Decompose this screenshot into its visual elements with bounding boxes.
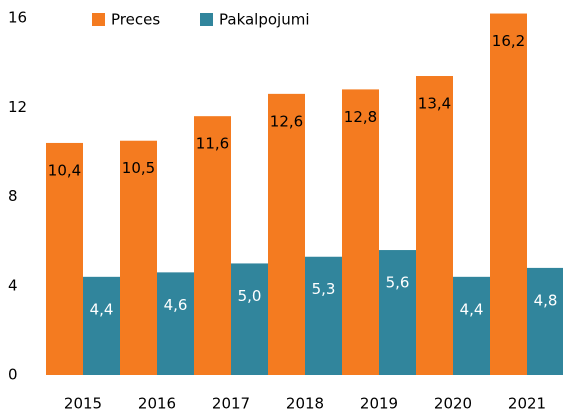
bar — [157, 272, 194, 375]
data-label: 10,5 — [122, 159, 155, 177]
x-tick-label: 2016 — [138, 395, 176, 413]
legend-label: Pakalpojumi — [219, 11, 310, 29]
y-tick-label: 0 — [8, 366, 18, 384]
data-label: 4,6 — [164, 296, 188, 314]
legend-label: Preces — [111, 11, 160, 29]
y-tick-label: 16 — [8, 9, 27, 27]
bar — [120, 140, 157, 375]
data-label: 5,6 — [386, 274, 410, 292]
data-label: 13,4 — [418, 95, 451, 113]
bar — [342, 89, 379, 376]
bar — [231, 263, 268, 375]
data-label: 10,4 — [48, 161, 81, 179]
legend-swatch — [200, 13, 213, 26]
y-tick-label: 4 — [8, 276, 18, 294]
x-tick-label: 2017 — [212, 395, 250, 413]
data-label: 12,6 — [270, 112, 303, 130]
bar — [46, 142, 83, 375]
bar — [527, 267, 563, 375]
bar — [453, 276, 490, 375]
bar — [305, 256, 342, 375]
x-tick-label: 2019 — [360, 395, 398, 413]
x-tick-label: 2020 — [434, 395, 472, 413]
x-tick-label: 2018 — [286, 395, 324, 413]
bar — [194, 116, 231, 376]
x-tick-label: 2021 — [508, 395, 546, 413]
data-label: 12,8 — [344, 108, 377, 126]
legend-swatch — [92, 13, 105, 26]
data-label: 4,4 — [90, 300, 114, 318]
bar — [268, 93, 305, 376]
bar — [83, 276, 120, 375]
data-label: 4,4 — [460, 300, 484, 318]
bar — [379, 250, 416, 375]
x-tick-label: 2015 — [64, 395, 102, 413]
data-label: 11,6 — [196, 135, 229, 153]
bar — [416, 76, 453, 375]
data-label: 4,8 — [534, 291, 558, 309]
data-label: 5,3 — [312, 280, 336, 298]
data-label: 16,2 — [492, 32, 525, 50]
bar — [490, 13, 527, 375]
y-tick-label: 12 — [8, 98, 27, 116]
data-label: 5,0 — [238, 287, 262, 305]
y-tick-label: 8 — [8, 187, 18, 205]
